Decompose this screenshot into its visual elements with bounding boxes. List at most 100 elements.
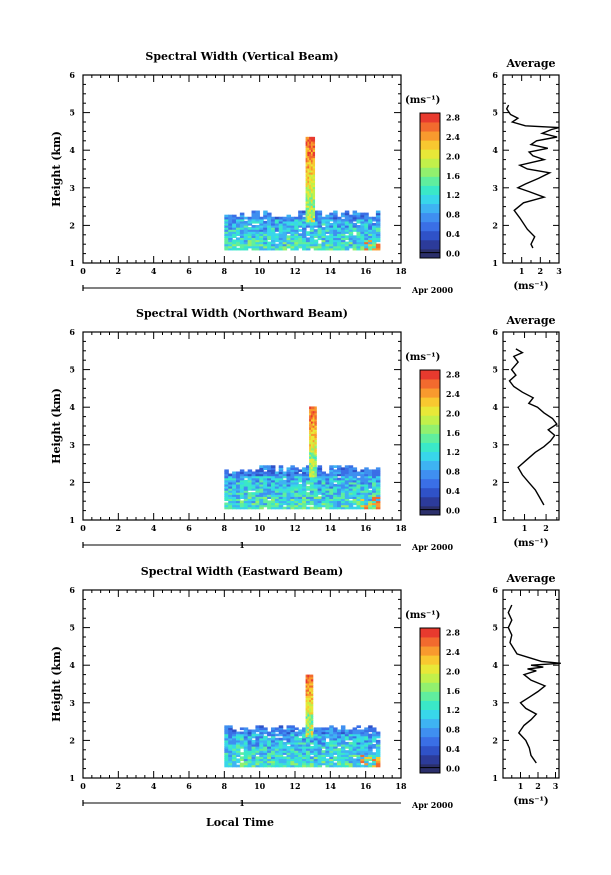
heatmap-cell (224, 214, 229, 218)
x-tick-label: 12 (289, 266, 300, 276)
heatmap-cell (232, 214, 237, 218)
heatmap-cell (232, 731, 237, 735)
heatmap-cell (372, 235, 377, 239)
heatmap-cell (232, 245, 237, 249)
heatmap-cell (307, 730, 310, 734)
heatmap-cell (267, 494, 272, 497)
heatmap-cell (312, 157, 316, 161)
heatmap-cell (321, 237, 326, 241)
heatmap-cell (305, 488, 311, 491)
heatmap-cell (305, 728, 308, 732)
heatmap-cell (310, 724, 314, 727)
heatmap-cell (368, 496, 373, 499)
heatmap-cell (356, 758, 361, 762)
heatmap-cell (348, 494, 354, 497)
heatmap-cell (278, 475, 284, 479)
heatmap-cell (344, 220, 350, 224)
heatmap-cell (329, 500, 334, 504)
heatmap-cell (294, 739, 299, 743)
heatmap-cell (312, 451, 316, 455)
heatmap-cell (305, 203, 308, 206)
heatmap-cell (259, 760, 264, 764)
heatmap-cell (313, 504, 319, 508)
heatmap-cell (294, 235, 299, 239)
heatmap-cell (307, 194, 310, 198)
heatmap-cell (333, 494, 338, 497)
heatmap-cell (270, 500, 276, 504)
heatmap-cell (368, 502, 373, 506)
heatmap-cell (224, 233, 229, 236)
heatmap-cell (286, 488, 292, 491)
heatmap-cell (313, 477, 319, 481)
heatmap-cell (310, 198, 314, 202)
heatmap-cell (368, 222, 373, 226)
heatmap-cell (290, 490, 295, 493)
heatmap-cell (274, 741, 280, 745)
heatmap-cell (375, 488, 381, 491)
heatmap-cell (317, 502, 323, 506)
profile-y-tick-label: 4 (492, 402, 498, 412)
heatmap-cell (243, 247, 249, 251)
heatmap-cell (329, 502, 334, 506)
heatmap-cell (317, 748, 323, 751)
heatmap-cell (282, 735, 288, 739)
heatmap-cell (307, 689, 310, 692)
heatmap-cell (305, 196, 308, 200)
heatmap-cell (329, 483, 334, 487)
heatmap-cell (247, 754, 253, 757)
heatmap-cell (228, 245, 233, 249)
colorbar-swatch (420, 212, 440, 223)
heatmap-cell (247, 737, 253, 741)
heatmap-cell (352, 752, 358, 755)
heatmap-cell (247, 222, 253, 226)
heatmap-cell (243, 475, 249, 479)
heatmap-cell (310, 186, 314, 190)
heatmap-cell (307, 153, 310, 157)
heatmap-cell (298, 758, 303, 762)
heatmap-cell (270, 243, 276, 247)
heatmap-cell (224, 225, 229, 228)
heatmap-cell (239, 214, 245, 218)
heatmap-cell (232, 494, 237, 497)
x-tick-label: 4 (151, 523, 157, 533)
heatmap-cell (290, 729, 295, 733)
heatmap-cell (364, 733, 369, 737)
colorbar-swatch (420, 487, 440, 498)
heatmap-cell (309, 149, 312, 152)
heatmap-cell (224, 754, 229, 757)
heatmap-cell (274, 227, 280, 230)
heatmap-cell (305, 178, 308, 181)
heatmap-cell (267, 243, 272, 247)
heatmap-cell (263, 212, 268, 216)
heatmap-cell (310, 726, 314, 729)
heatmap-cell (310, 211, 314, 214)
heatmap-cell (312, 472, 316, 476)
heatmap-cell (294, 477, 299, 481)
heatmap-cell (263, 471, 268, 475)
heatmap-cell (274, 500, 280, 504)
heatmap-cell (286, 231, 292, 234)
heatmap-cell (302, 483, 307, 487)
heatmap-cell (372, 729, 377, 733)
heatmap-cell (375, 756, 381, 760)
heatmap-cell (282, 748, 288, 751)
heatmap-cell (310, 697, 314, 701)
heatmap-cell (333, 229, 338, 232)
heatmap-cell (372, 504, 377, 508)
heatmap-cell (348, 473, 354, 477)
profile-x-tick-label: 2 (543, 523, 549, 533)
heatmap-cell (340, 748, 346, 751)
x-tick-label: 18 (395, 266, 407, 276)
heatmap-cell (348, 235, 354, 239)
colorbar-swatch (420, 122, 440, 132)
heatmap-cell (232, 225, 237, 228)
heatmap-cell (344, 475, 350, 479)
heatmap-cell (333, 733, 338, 737)
heatmap-cell (340, 212, 346, 216)
heatmap-cell (251, 498, 257, 502)
heatmap-cell (364, 243, 369, 247)
heatmap-cell (321, 496, 326, 499)
heatmap-cell (333, 218, 338, 222)
heatmap-cell (360, 225, 365, 228)
heatmap-cell (247, 735, 253, 739)
